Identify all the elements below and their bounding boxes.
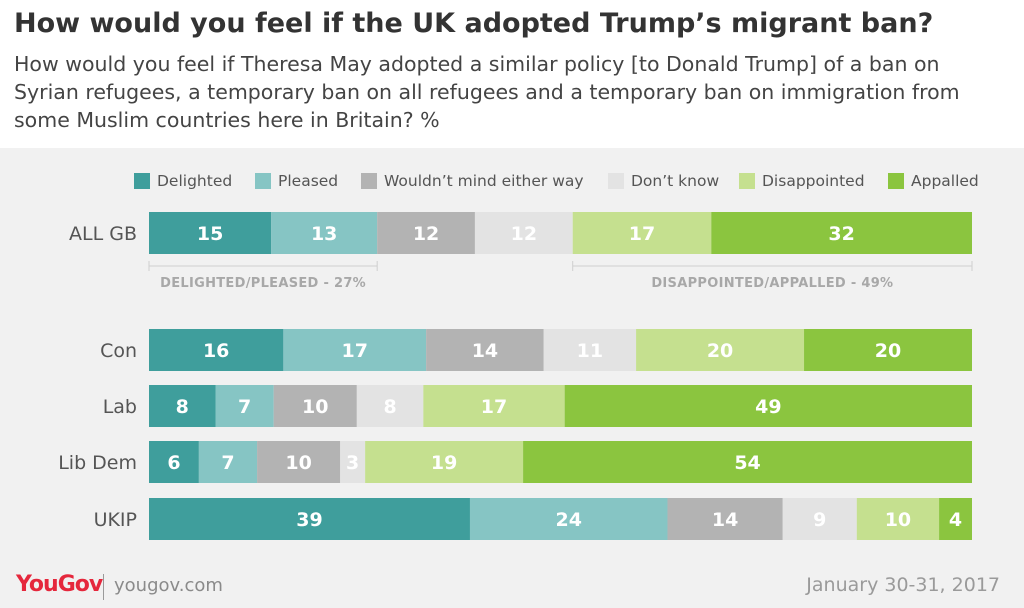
bar-all-gb-appalled — [711, 212, 972, 254]
stacked-bar-chart: ALL GB 15 13 12 12 17 32 Con 16 17 14 11 20 20 Lab 8 7 10… — [58, 212, 973, 540]
bar-all-gb-delighted — [149, 212, 272, 254]
bar-lib-dem-pleased — [198, 441, 258, 483]
legend-swatch-pleased — [255, 173, 271, 189]
bar-lab-wouldn-t-mind-either-way — [273, 385, 357, 427]
annotation-1-label: DELIGHTED/PLEASED - 27% — [160, 276, 366, 291]
data-label-lib-dem-don-t-know: 3 — [346, 452, 359, 474]
data-label-con-don-t-know: 11 — [577, 340, 603, 362]
bar-con-disappointed — [636, 329, 805, 371]
category-label-ukip: UKIP — [94, 509, 137, 531]
data-label-all-gb-wouldn-t-mind-either-way: 12 — [413, 223, 439, 245]
bar-lib-dem-wouldn-t-mind-either-way — [257, 441, 341, 483]
bar-ukip-wouldn-t-mind-either-way — [667, 498, 783, 540]
category-label-lab: Lab — [103, 396, 137, 418]
bar-lab-don-t-know — [356, 385, 424, 427]
data-label-ukip-pleased: 24 — [556, 509, 582, 531]
data-label-ukip-wouldn-t-mind-either-way: 14 — [712, 509, 738, 531]
data-label-all-gb-pleased: 13 — [311, 223, 337, 245]
legend-swatch-appalled — [888, 173, 904, 189]
bar-lib-dem-disappointed — [365, 441, 524, 483]
data-label-lab-delighted: 8 — [176, 396, 189, 418]
legend-item-pleased: Pleased — [255, 172, 338, 190]
data-label-ukip-don-t-know: 9 — [813, 509, 826, 531]
data-label-lib-dem-disappointed: 19 — [431, 452, 457, 474]
bar-all-gb-pleased — [271, 212, 378, 254]
annotation-2-label: DISAPPOINTED/APPALLED - 49% — [651, 276, 893, 291]
yougov-logo: YouGov — [16, 572, 103, 597]
legend-item-appalled: Appalled — [888, 172, 979, 190]
footer-divider — [103, 574, 104, 600]
data-label-lab-pleased: 7 — [238, 396, 251, 418]
data-label-lib-dem-pleased: 7 — [221, 452, 234, 474]
bar-lab-delighted — [149, 385, 216, 427]
legend-label-disappointed: Disappointed — [762, 172, 865, 190]
legend-swatch-dont-know — [608, 173, 624, 189]
legend-swatch-delighted — [134, 173, 150, 189]
chart-subtitle: How would you feel if Theresa May adopte… — [14, 52, 960, 132]
chart-title: How would you feel if the UK adopted Tru… — [14, 8, 934, 39]
category-label-lib-dem: Lib Dem — [58, 452, 137, 474]
legend-item-dont-know: Don’t know — [608, 172, 719, 190]
bar-lab-appalled — [564, 385, 972, 427]
data-label-lab-appalled: 49 — [755, 396, 781, 418]
bar-con-appalled — [804, 329, 972, 371]
chart-panel: Delighted Pleased Wouldn’t mind either w… — [0, 148, 1024, 608]
data-label-lab-wouldn-t-mind-either-way: 10 — [302, 396, 328, 418]
data-label-con-disappointed: 20 — [707, 340, 733, 362]
bar-ukip-delighted — [149, 498, 470, 540]
bar-all-gb-don-t-know — [474, 212, 573, 254]
footer-site: yougov.com — [114, 575, 223, 596]
data-label-lib-dem-appalled: 54 — [734, 452, 760, 474]
chart-legend: Delighted Pleased Wouldn’t mind either w… — [0, 148, 1024, 190]
bar-lib-dem-appalled — [523, 441, 972, 483]
legend-label-dont-know: Don’t know — [631, 172, 720, 190]
data-label-ukip-appalled: 4 — [949, 509, 962, 531]
legend-label-delighted: Delighted — [157, 172, 233, 190]
legend-item-disappointed: Disappointed — [739, 172, 865, 190]
legend-label-pleased: Pleased — [278, 172, 339, 190]
bar-ukip-disappointed — [856, 498, 940, 540]
data-label-lab-disappointed: 17 — [481, 396, 507, 418]
bar-ukip-don-t-know — [782, 498, 857, 540]
bar-ukip-appalled — [939, 498, 972, 540]
data-label-lab-don-t-know: 8 — [383, 396, 396, 418]
bar-con-pleased — [283, 329, 427, 371]
bar-con-wouldn-t-mind-either-way — [426, 329, 544, 371]
bar-ukip-pleased — [469, 498, 668, 540]
legend-label-appalled: Appalled — [911, 172, 979, 190]
data-label-ukip-delighted: 39 — [296, 509, 322, 531]
legend-swatch-disappointed — [739, 173, 755, 189]
data-label-all-gb-don-t-know: 12 — [511, 223, 537, 245]
chart-header: How would you feel if the UK adopted Tru… — [0, 0, 1024, 148]
bar-lib-dem-don-t-know — [340, 441, 366, 483]
bar-con-don-t-know — [543, 329, 637, 371]
footer-date: January 30-31, 2017 — [806, 574, 1000, 596]
data-label-con-wouldn-t-mind-either-way: 14 — [472, 340, 498, 362]
bar-all-gb-wouldn-t-mind-either-way — [377, 212, 475, 254]
legend-item-delighted: Delighted — [134, 172, 232, 190]
data-label-con-pleased: 17 — [342, 340, 368, 362]
bar-lib-dem-delighted — [149, 441, 199, 483]
legend-label-wouldnt-mind: Wouldn’t mind either way — [384, 172, 584, 190]
bar-lab-pleased — [215, 385, 274, 427]
category-label-con: Con — [100, 340, 137, 362]
data-label-all-gb-disappointed: 17 — [629, 223, 655, 245]
bar-lab-disappointed — [423, 385, 565, 427]
data-label-ukip-disappointed: 10 — [885, 509, 911, 531]
legend-swatch-wouldnt-mind — [361, 173, 377, 189]
data-label-con-delighted: 16 — [203, 340, 229, 362]
data-label-all-gb-delighted: 15 — [197, 223, 223, 245]
legend-item-wouldnt-mind: Wouldn’t mind either way — [361, 172, 584, 190]
data-label-con-appalled: 20 — [875, 340, 901, 362]
bar-all-gb-disappointed — [572, 212, 712, 254]
bar-con-delighted — [149, 329, 284, 371]
data-label-all-gb-appalled: 32 — [828, 223, 854, 245]
category-label-all-gb: ALL GB — [69, 223, 137, 245]
data-label-lib-dem-wouldn-t-mind-either-way: 10 — [285, 452, 311, 474]
data-label-lib-dem-delighted: 6 — [167, 452, 180, 474]
